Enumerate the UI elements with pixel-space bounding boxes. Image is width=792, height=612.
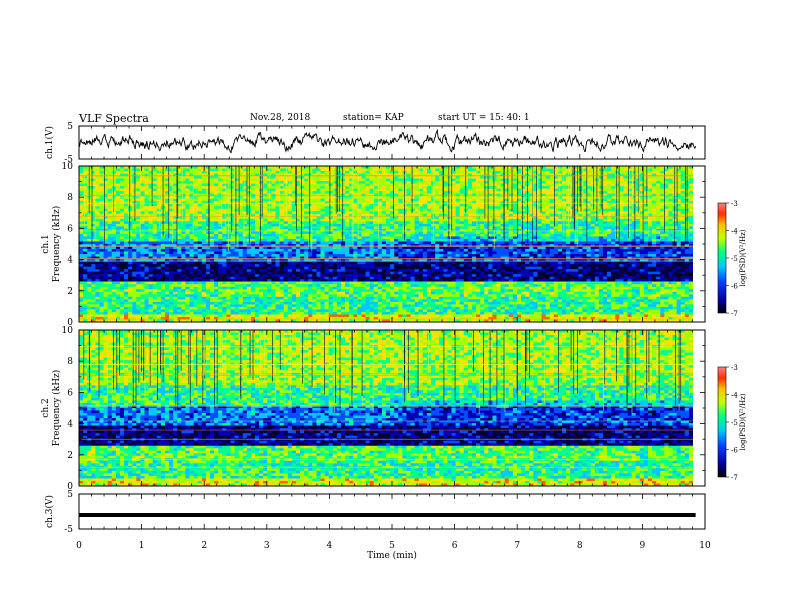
x-axis: 0 1 2 3 4 5 6 7 8 9 10 Time (min) (76, 541, 711, 561)
xtick-label: 10 (699, 541, 711, 551)
xtick-label: 2 (201, 541, 207, 551)
ytick-label: 5 (67, 490, 73, 500)
spectrogram-ch2-image (79, 330, 705, 487)
ytick-label: -5 (64, 155, 73, 165)
ytick-label: 0 (67, 318, 73, 328)
xtick-label: 0 (76, 541, 82, 551)
colorbar-tick-label: -6 (731, 447, 738, 455)
ytick-label: 0 (67, 482, 73, 492)
ylabel: ch.3(V) (44, 495, 55, 528)
figure-title: VLF Spectra (79, 112, 149, 125)
ytick-label: 4 (67, 256, 73, 266)
xtick-label: 5 (389, 541, 395, 551)
ytick-label: 10 (62, 326, 74, 336)
colorbar-tick-label: -6 (731, 283, 738, 291)
colorbar-ch2: -3 -4 -5 -6 -7 log(PSD)(V²/Hz) (717, 364, 747, 482)
ylabel: ch.1 (41, 234, 51, 253)
xtick-label: 8 (577, 541, 583, 551)
x-axis-label: Time (min) (367, 550, 417, 561)
colorbar-ch1: -3 -4 -5 -6 -7 log(PSD)(V²/Hz) (717, 200, 747, 318)
ytick-label: 2 (67, 451, 73, 461)
panel-3-axes: 0 2 4 6 8 10 ch.2 Frequency (kHz) (41, 326, 706, 492)
xtick-label: 4 (327, 541, 333, 551)
colorbar-tick-label: -4 (731, 392, 738, 400)
start-time-label: start UT = 15: 40: 1 (438, 113, 530, 123)
colorbar-tick-label: -5 (731, 255, 738, 263)
colorbar-tick-label: -7 (731, 310, 738, 318)
xtick-label: 1 (139, 541, 145, 551)
xtick-label: 6 (452, 541, 458, 551)
panel-4-axes: 5 -5 ch.3(V) (44, 490, 706, 535)
xtick-label: 3 (264, 541, 270, 551)
panel-2-axes: 0 2 4 6 8 10 ch.1 Frequency (kHz) (41, 162, 706, 328)
panel-1-axes: 5 -5 ch.1(V) (44, 122, 706, 165)
colorbar-tick-label: -5 (731, 419, 738, 427)
ytick-label: 4 (67, 420, 73, 430)
colorbar-label: log(PSD)(V²/Hz) (739, 229, 747, 286)
ylabel: Frequency (kHz) (51, 206, 62, 283)
ytick-label: 6 (67, 224, 73, 234)
xtick-label: 9 (640, 541, 646, 551)
ylabel: ch.2 (41, 398, 51, 417)
ytick-label: 6 (67, 388, 73, 398)
colorbar-tick-label: -4 (731, 228, 738, 236)
date-label: Nov.28, 2018 (250, 113, 311, 123)
ytick-label: 10 (62, 162, 74, 172)
spectrogram-ch1-image (79, 166, 705, 323)
ylabel: Frequency (kHz) (51, 370, 62, 447)
ytick-label: 8 (67, 357, 73, 367)
ytick-label: 2 (67, 287, 73, 297)
colorbar-tick-label: -3 (731, 364, 738, 372)
xtick-label: 7 (514, 541, 520, 551)
ylabel: ch.1(V) (44, 126, 55, 159)
station-label: station= KAP (343, 113, 404, 123)
ytick-label: 8 (67, 193, 73, 203)
colorbar-tick-label: -7 (731, 474, 738, 482)
colorbar-tick-label: -3 (731, 200, 738, 208)
ytick-label: -5 (64, 525, 73, 535)
ytick-label: 5 (67, 122, 73, 132)
colorbar-label: log(PSD)(V²/Hz) (739, 393, 747, 450)
ch1-waveform-trace (78, 128, 697, 154)
